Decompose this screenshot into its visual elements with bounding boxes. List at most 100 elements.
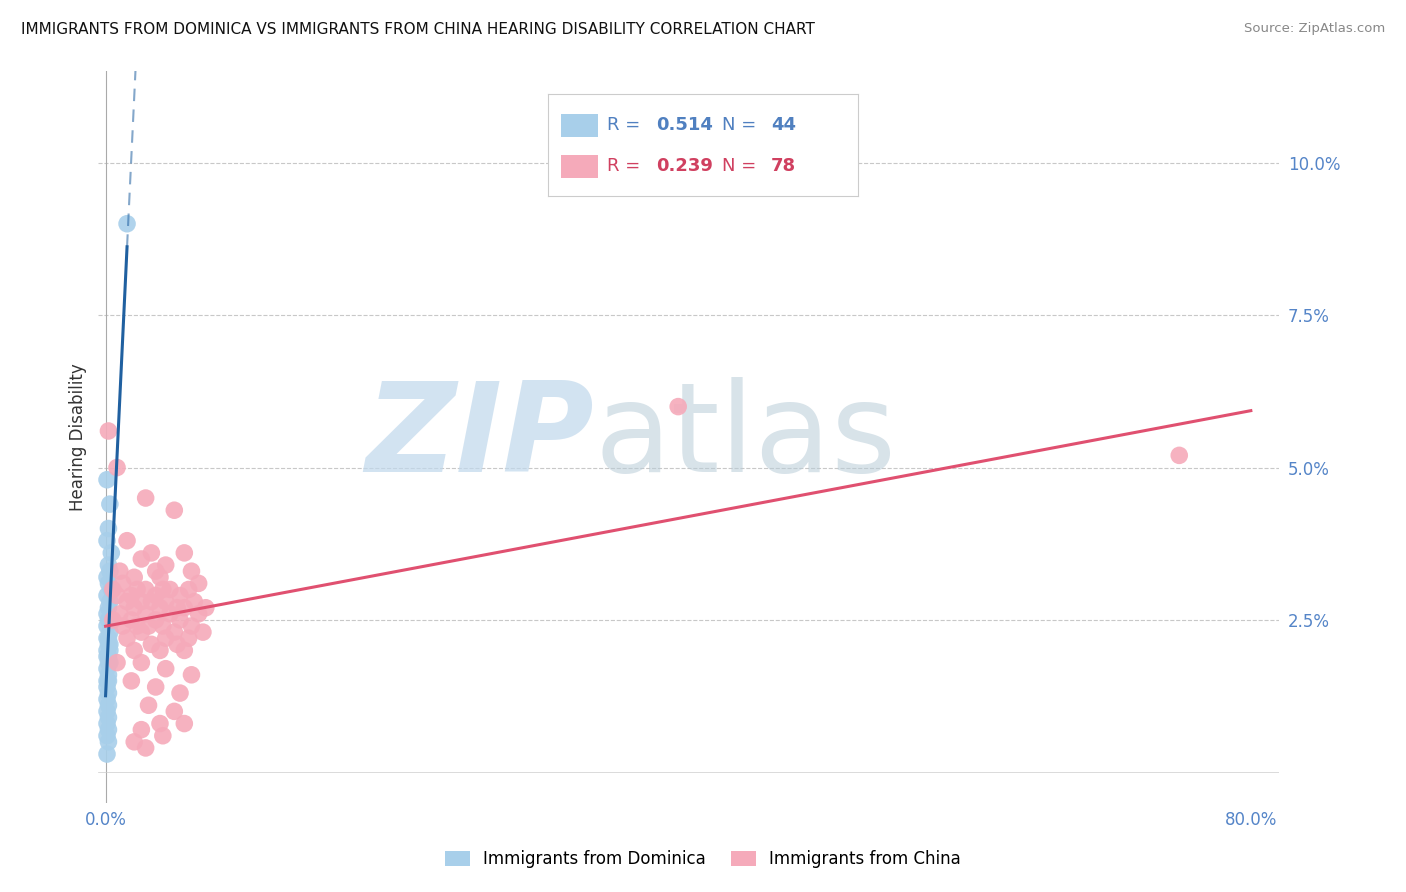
Text: R =: R = bbox=[607, 117, 647, 135]
Point bbox=[173, 600, 195, 615]
Point bbox=[96, 649, 118, 664]
Point bbox=[149, 600, 172, 615]
Y-axis label: Hearing Disability: Hearing Disability bbox=[69, 363, 87, 511]
Legend: Immigrants from Dominica, Immigrants from China: Immigrants from Dominica, Immigrants fro… bbox=[439, 844, 967, 875]
Point bbox=[155, 632, 177, 646]
Point bbox=[141, 637, 163, 651]
Point bbox=[105, 656, 128, 670]
Point bbox=[135, 582, 157, 597]
Text: Source: ZipAtlas.com: Source: ZipAtlas.com bbox=[1244, 22, 1385, 36]
Point bbox=[96, 473, 118, 487]
Point bbox=[145, 589, 167, 603]
Point bbox=[101, 613, 124, 627]
Point bbox=[145, 564, 167, 578]
Point bbox=[97, 686, 120, 700]
Point bbox=[169, 589, 191, 603]
Text: 0.239: 0.239 bbox=[657, 158, 713, 176]
Point bbox=[169, 686, 191, 700]
Point bbox=[97, 656, 120, 670]
Point bbox=[97, 613, 120, 627]
Point bbox=[149, 716, 172, 731]
Point bbox=[159, 582, 181, 597]
Point bbox=[152, 619, 174, 633]
Point bbox=[122, 643, 145, 657]
Text: IMMIGRANTS FROM DOMINICA VS IMMIGRANTS FROM CHINA HEARING DISABILITY CORRELATION: IMMIGRANTS FROM DOMINICA VS IMMIGRANTS F… bbox=[21, 22, 815, 37]
Point bbox=[98, 595, 121, 609]
Point bbox=[177, 632, 200, 646]
Text: N =: N = bbox=[721, 117, 762, 135]
Text: atlas: atlas bbox=[595, 376, 897, 498]
Text: R =: R = bbox=[607, 158, 647, 176]
Point bbox=[98, 656, 121, 670]
Point bbox=[141, 595, 163, 609]
Point bbox=[155, 558, 177, 573]
Point bbox=[105, 589, 128, 603]
Point bbox=[98, 613, 121, 627]
Point bbox=[97, 667, 120, 681]
Text: 78: 78 bbox=[770, 158, 796, 176]
Point bbox=[159, 607, 181, 621]
Point bbox=[125, 619, 148, 633]
Point bbox=[194, 600, 217, 615]
Point bbox=[120, 589, 142, 603]
Point bbox=[100, 582, 122, 597]
Point bbox=[173, 546, 195, 560]
Point bbox=[96, 716, 118, 731]
Point bbox=[131, 656, 153, 670]
Point bbox=[131, 552, 153, 566]
Point bbox=[97, 649, 120, 664]
Point bbox=[131, 625, 153, 640]
Point bbox=[166, 637, 188, 651]
Point bbox=[115, 217, 138, 231]
Point bbox=[97, 521, 120, 535]
Point bbox=[163, 625, 186, 640]
Point bbox=[96, 589, 118, 603]
Point bbox=[97, 632, 120, 646]
Point bbox=[1168, 449, 1191, 463]
Point bbox=[115, 595, 138, 609]
Point bbox=[108, 607, 131, 621]
Point bbox=[166, 600, 188, 615]
Point bbox=[97, 673, 120, 688]
Point bbox=[101, 582, 124, 597]
Bar bbox=[561, 155, 598, 178]
Point bbox=[173, 716, 195, 731]
Point bbox=[98, 637, 121, 651]
Point bbox=[97, 600, 120, 615]
Point bbox=[120, 673, 142, 688]
Point bbox=[187, 607, 209, 621]
Point bbox=[108, 564, 131, 578]
Point bbox=[135, 740, 157, 755]
Text: 0.514: 0.514 bbox=[657, 117, 713, 135]
Point bbox=[97, 735, 120, 749]
Point bbox=[152, 729, 174, 743]
Point bbox=[163, 705, 186, 719]
Point bbox=[96, 729, 118, 743]
Point bbox=[96, 632, 118, 646]
Point bbox=[97, 698, 120, 713]
Point bbox=[96, 607, 118, 621]
Point bbox=[177, 582, 200, 597]
Point bbox=[111, 576, 134, 591]
Point bbox=[155, 595, 177, 609]
Point bbox=[191, 625, 214, 640]
Point bbox=[98, 497, 121, 511]
Point bbox=[138, 619, 160, 633]
Point bbox=[105, 460, 128, 475]
Point bbox=[666, 400, 689, 414]
Point bbox=[111, 619, 134, 633]
Point bbox=[96, 680, 118, 694]
Point bbox=[96, 643, 118, 657]
Point bbox=[115, 533, 138, 548]
Text: 44: 44 bbox=[770, 117, 796, 135]
Point bbox=[180, 667, 202, 681]
Point bbox=[163, 503, 186, 517]
Point bbox=[152, 582, 174, 597]
Point bbox=[96, 533, 118, 548]
Point bbox=[96, 705, 118, 719]
Bar bbox=[561, 114, 598, 136]
Point bbox=[155, 662, 177, 676]
Point bbox=[96, 619, 118, 633]
Point bbox=[169, 613, 191, 627]
Point bbox=[98, 643, 121, 657]
